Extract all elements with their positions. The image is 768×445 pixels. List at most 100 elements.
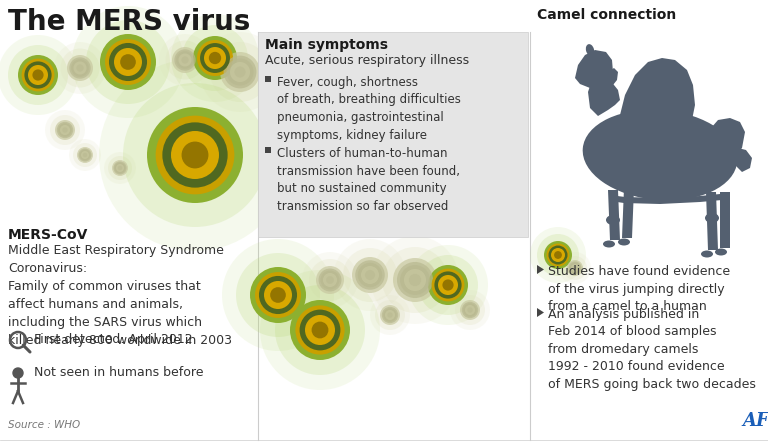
Circle shape (370, 295, 410, 335)
Circle shape (57, 122, 73, 138)
Polygon shape (735, 148, 752, 172)
Circle shape (400, 265, 430, 295)
Circle shape (45, 110, 85, 150)
Circle shape (334, 239, 406, 311)
Circle shape (78, 149, 91, 162)
Circle shape (77, 147, 93, 163)
Circle shape (365, 270, 375, 280)
Circle shape (275, 285, 365, 375)
Bar (265, 147, 271, 153)
Circle shape (559, 252, 591, 284)
Circle shape (13, 368, 23, 378)
Circle shape (197, 40, 233, 76)
Circle shape (393, 258, 437, 302)
Circle shape (463, 303, 477, 317)
Circle shape (312, 322, 329, 338)
Circle shape (537, 234, 579, 276)
Text: Acute, serious respiratory illness: Acute, serious respiratory illness (265, 54, 469, 67)
Circle shape (8, 45, 68, 105)
Circle shape (404, 269, 426, 291)
Circle shape (380, 305, 400, 325)
Circle shape (352, 257, 388, 293)
Circle shape (71, 59, 89, 77)
Circle shape (69, 139, 101, 171)
Circle shape (174, 49, 196, 71)
Circle shape (223, 56, 257, 89)
Polygon shape (620, 58, 695, 132)
Text: Main symptoms: Main symptoms (265, 38, 388, 52)
Circle shape (112, 160, 128, 176)
Circle shape (309, 259, 351, 301)
Circle shape (32, 69, 44, 81)
FancyBboxPatch shape (258, 32, 528, 237)
Polygon shape (575, 50, 613, 88)
Text: The MERS virus: The MERS virus (8, 8, 250, 36)
Circle shape (114, 162, 127, 174)
Circle shape (382, 247, 448, 313)
Circle shape (371, 236, 459, 324)
Circle shape (220, 52, 260, 92)
Circle shape (382, 307, 398, 323)
Circle shape (397, 262, 433, 298)
Circle shape (570, 263, 581, 273)
Polygon shape (720, 192, 730, 248)
Circle shape (76, 65, 84, 72)
Circle shape (182, 25, 248, 91)
Circle shape (61, 49, 100, 88)
Circle shape (326, 276, 334, 284)
Circle shape (450, 290, 490, 330)
Circle shape (159, 34, 211, 86)
Circle shape (343, 248, 397, 302)
Circle shape (162, 122, 227, 188)
Circle shape (300, 310, 340, 350)
Text: AFP: AFP (742, 412, 768, 430)
Circle shape (204, 47, 226, 69)
Circle shape (544, 241, 572, 269)
Text: Studies have found evidence
of the virus jumping directly
from a camel to a huma: Studies have found evidence of the virus… (548, 265, 730, 313)
Circle shape (255, 272, 301, 318)
Ellipse shape (705, 213, 719, 223)
Circle shape (50, 115, 80, 145)
Ellipse shape (583, 109, 737, 200)
Circle shape (58, 123, 71, 137)
Polygon shape (588, 75, 620, 116)
Circle shape (408, 245, 488, 325)
Ellipse shape (618, 239, 630, 246)
Circle shape (55, 120, 75, 140)
Polygon shape (537, 308, 544, 317)
Circle shape (99, 59, 291, 251)
Circle shape (193, 36, 237, 80)
Circle shape (432, 269, 465, 301)
Text: An analysis published in
Feb 2014 of blood samples
from dromedary camels
1992 - : An analysis published in Feb 2014 of blo… (548, 308, 756, 391)
Circle shape (25, 61, 51, 89)
Circle shape (165, 40, 204, 80)
Circle shape (105, 39, 151, 85)
Text: Fever, cough, shortness
of breath, breathing difficulties
pneumonia, gastrointes: Fever, cough, shortness of breath, breat… (277, 76, 461, 142)
Circle shape (227, 58, 253, 85)
Polygon shape (608, 190, 620, 240)
Circle shape (356, 260, 385, 290)
Circle shape (250, 267, 306, 323)
Circle shape (116, 164, 124, 172)
Circle shape (361, 266, 379, 284)
Circle shape (462, 302, 478, 318)
Circle shape (209, 52, 221, 64)
Circle shape (442, 279, 454, 291)
Circle shape (123, 83, 267, 227)
Circle shape (290, 300, 350, 360)
Circle shape (147, 107, 243, 203)
Circle shape (305, 315, 335, 345)
Circle shape (375, 300, 405, 330)
Circle shape (83, 153, 88, 157)
Bar (265, 76, 271, 82)
Circle shape (438, 275, 458, 295)
Ellipse shape (586, 44, 594, 56)
Text: Not seen in humans before: Not seen in humans before (34, 367, 204, 380)
Circle shape (178, 53, 191, 66)
Circle shape (54, 42, 106, 94)
Circle shape (18, 55, 58, 95)
Ellipse shape (606, 215, 620, 225)
Text: Camel connection: Camel connection (537, 8, 677, 22)
Circle shape (319, 268, 342, 291)
Circle shape (428, 265, 468, 305)
